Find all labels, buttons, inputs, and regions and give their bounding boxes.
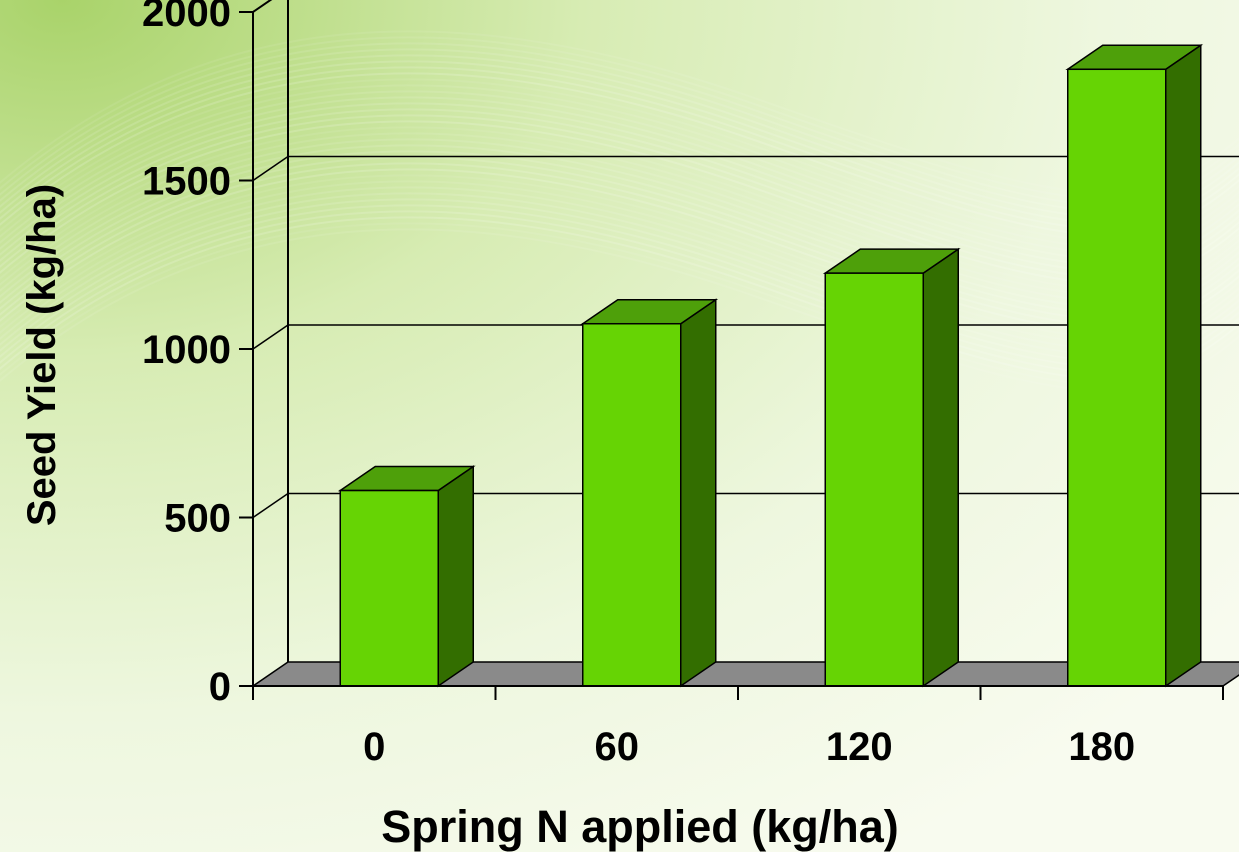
x-tick-labels: 0 60 120 180	[363, 725, 1135, 769]
y-tick-label-1500: 1500	[142, 160, 231, 204]
bar-front-0	[339, 489, 439, 687]
x-tick-label-60: 60	[595, 725, 640, 769]
bar-180	[1065, 43, 1204, 688]
y-tick-labels: 0 500 1000 1500 2000	[142, 0, 231, 709]
y-tick-label-0: 0	[209, 665, 231, 709]
bar-60	[580, 298, 719, 688]
y-tick-label-2000: 2000	[142, 0, 231, 35]
gridline-side-1000	[252, 324, 289, 350]
axes	[239, 11, 1224, 700]
y-tick-label-500: 500	[164, 497, 231, 541]
y-tick-label-1000: 1000	[142, 328, 231, 372]
bar-front-60	[582, 322, 682, 687]
bar-120	[822, 247, 961, 688]
bars	[337, 43, 1204, 688]
side-wall-top-edge	[252, 0, 273, 13]
x-tick-label-0: 0	[363, 725, 385, 769]
y-axis-title: Seed Yield (kg/ha)	[20, 184, 64, 526]
x-tick-label-180: 180	[1068, 725, 1135, 769]
bar-side-60	[680, 298, 717, 688]
gridline-side-1500	[252, 155, 289, 182]
bar-side-180	[1165, 43, 1202, 688]
x-axis-title: Spring N applied (kg/ha)	[381, 801, 899, 852]
bar-side-120	[922, 247, 959, 688]
x-tick-label-120: 120	[826, 725, 893, 769]
bar-front-120	[824, 272, 924, 687]
bar-0	[337, 465, 476, 688]
bar-front-180	[1067, 68, 1167, 687]
gridline-side-500	[252, 492, 289, 519]
bar-side-0	[437, 465, 474, 688]
